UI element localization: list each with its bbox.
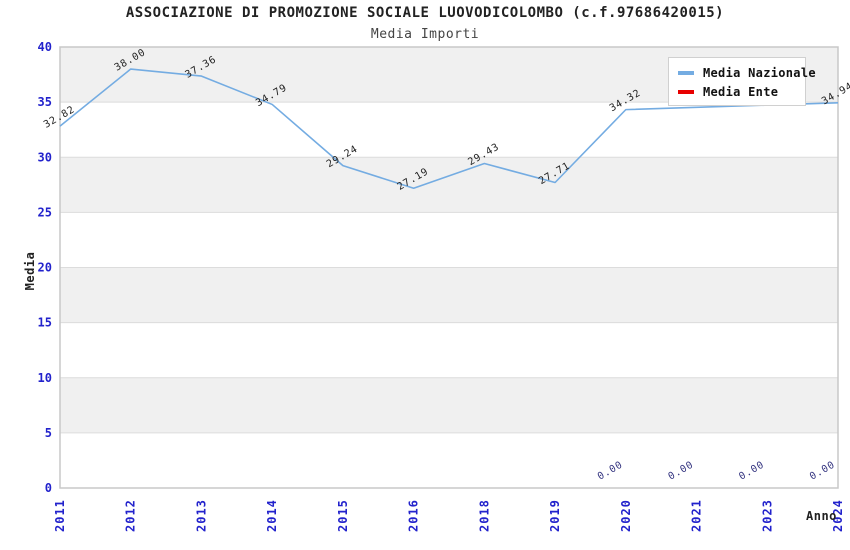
x-tick-label: 2021: [690, 499, 704, 532]
y-tick-label: 5: [45, 426, 52, 440]
x-tick-label: 2020: [619, 499, 633, 532]
chart-title: ASSOCIAZIONE DI PROMOZIONE SOCIALE LUOVO…: [125, 5, 725, 21]
chart-subtitle: Media Importi: [370, 27, 480, 42]
x-tick-label: 2015: [336, 499, 350, 532]
red-line-swatch-icon: [678, 89, 694, 94]
y-tick-label: 10: [38, 371, 52, 385]
plot-frame: [59, 46, 839, 489]
x-tick-label: 2016: [407, 499, 421, 532]
x-tick-label: 2023: [760, 499, 774, 532]
x-tick-label: 2012: [124, 499, 138, 532]
plot-band: [60, 267, 838, 323]
x-tick-label: 2013: [194, 499, 208, 532]
legend-label-media-ente: Media Ente: [703, 84, 779, 99]
x-axis-title: Anno: [806, 509, 837, 523]
blue-line-swatch-icon: [678, 70, 694, 75]
y-tick-label: 0: [45, 481, 52, 495]
x-tick-label: 2018: [477, 499, 491, 532]
legend-item-media-ente: Media Ente: [678, 82, 796, 101]
x-tick-label: 2024: [831, 499, 845, 532]
y-tick-label: 20: [38, 261, 52, 275]
y-axis-title: Media: [23, 251, 37, 291]
y-tick-label: 15: [38, 316, 52, 330]
series-line-media-nazionale: [59, 68, 839, 190]
plot-band: [60, 377, 838, 433]
x-tick-label: 2014: [265, 499, 279, 532]
legend-label-media-nazionale: Media Nazionale: [703, 65, 816, 80]
legend-item-media-nazionale: Media Nazionale: [678, 63, 816, 82]
y-tick-label: 25: [38, 205, 52, 219]
x-tick-label: 2011: [53, 499, 67, 532]
x-tick-label: 2019: [548, 499, 562, 532]
plot-band: [60, 157, 838, 213]
y-tick-label: 35: [38, 95, 52, 109]
y-tick-label: 40: [38, 40, 52, 54]
y-tick-label: 30: [38, 150, 52, 164]
legend: Media Nazionale Media Ente: [668, 57, 816, 106]
